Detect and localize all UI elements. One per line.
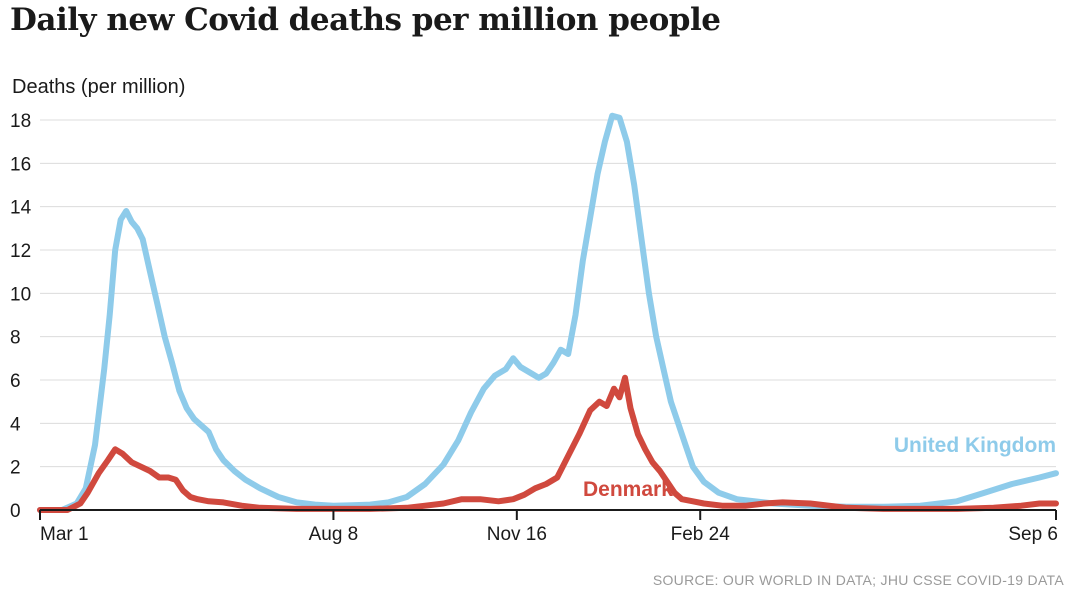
gridlines: [40, 119, 1056, 468]
y-tick-label-4: 4: [10, 414, 21, 435]
series-line-denmark: [37, 374, 1059, 513]
x-tick-label-3: Feb 24: [671, 524, 731, 545]
x-axis-ticks: Mar 1 Aug 8 Nov 16 Feb 24 Sep 6: [39, 510, 1058, 545]
y-tick-label-14: 14: [10, 198, 32, 219]
series-lines: [37, 112, 1059, 513]
x-tick-label-0: Mar 1: [40, 524, 89, 545]
y-tick-label-2: 2: [10, 458, 21, 479]
y-tick-label-18: 18: [10, 111, 31, 132]
series-line-united-kingdom: [37, 112, 1059, 513]
chart-title: Daily new Covid deaths per million peopl…: [10, 2, 721, 38]
x-tick-label-4: Sep 6: [1008, 524, 1058, 545]
series-label-united-kingdom: United Kingdom: [894, 434, 1056, 457]
x-tick-label-1: Aug 8: [309, 524, 359, 545]
y-tick-label-10: 10: [10, 284, 31, 305]
y-tick-label-16: 16: [10, 154, 31, 175]
y-tick-label-8: 8: [10, 328, 21, 349]
y-tick-label-0: 0: [10, 501, 21, 522]
y-tick-label-6: 6: [10, 371, 21, 392]
series-label-denmark: Denmark: [583, 478, 673, 501]
y-axis-title: Deaths (per million): [12, 76, 185, 98]
y-tick-label-12: 12: [10, 241, 31, 262]
source-note: SOURCE: OUR WORLD IN DATA; JHU CSSE COVI…: [652, 572, 1064, 588]
y-axis-ticks: 0 2 4 6 8 10 12 14 16 18: [10, 111, 32, 522]
x-tick-label-2: Nov 16: [487, 524, 547, 545]
